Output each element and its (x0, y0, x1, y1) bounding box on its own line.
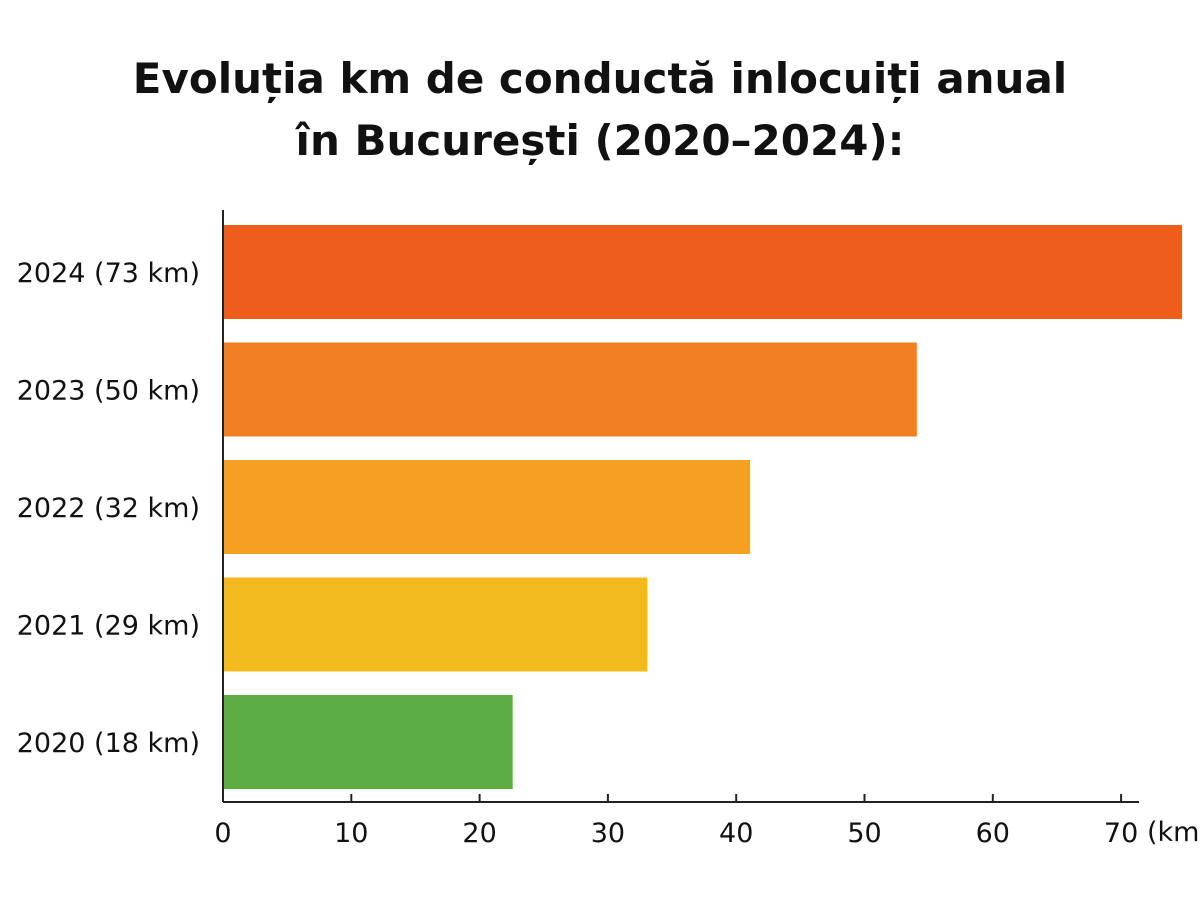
bar-2024 (224, 225, 1182, 319)
bar-2021 (224, 577, 648, 672)
chart-title-line-2: în București (2020–2024): (295, 116, 905, 165)
x-tick-label-70: 70 (1104, 818, 1138, 849)
category-label-2022: 2022 (32 km) (17, 493, 200, 524)
x-axis-unit-label: (km) (1147, 817, 1200, 848)
category-label-2024: 2024 (73 km) (17, 258, 200, 289)
x-tick-label-20: 20 (462, 818, 496, 849)
category-label-2023: 2023 (50 km) (17, 376, 200, 407)
category-label-2021: 2021 (29 km) (17, 611, 200, 642)
category-labels: 2024 (73 km) 2023 (50 km) 2022 (32 km) 2021… (17, 258, 200, 759)
x-tick-label-60: 60 (976, 818, 1010, 849)
bar-2022 (224, 460, 751, 554)
chart-title-line-1: Evoluția km de conductă inlocuiți anual (132, 54, 1068, 103)
chart-title: Evoluția km de conductă inlocuiți anual … (0, 48, 1200, 172)
x-tick-label-0: 0 (214, 818, 231, 849)
x-axis-ticks: 0 10 20 30 40 50 60 70 (214, 794, 1138, 849)
x-tick-label-50: 50 (847, 818, 881, 849)
x-tick-label-10: 10 (334, 818, 368, 849)
x-tick-label-40: 40 (719, 818, 753, 849)
x-tick-label-30: 30 (591, 818, 625, 849)
category-label-2020: 2020 (18 km) (17, 728, 200, 759)
bar-2023 (224, 342, 917, 437)
bars-layer (224, 225, 1182, 789)
bar-2020 (224, 695, 513, 789)
